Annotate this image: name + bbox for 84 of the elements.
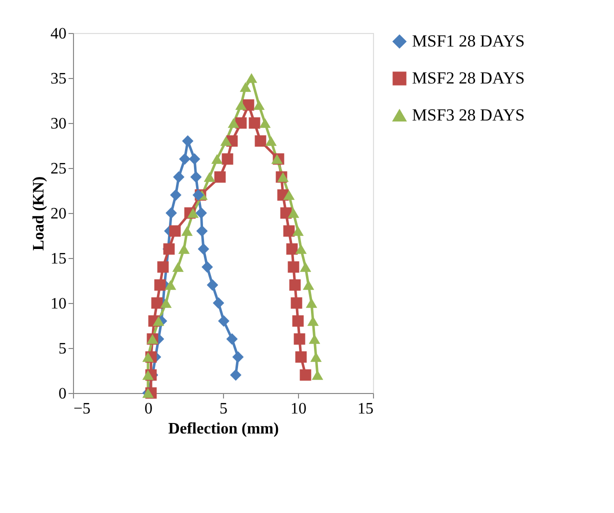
y-tick-label: 20 (50, 206, 66, 222)
point (154, 279, 166, 291)
point (307, 316, 319, 326)
point (283, 225, 295, 237)
point (300, 262, 312, 272)
point (253, 100, 265, 110)
point (173, 171, 184, 183)
point (160, 298, 172, 308)
point (157, 261, 169, 273)
x-tick-label: 5 (220, 400, 228, 418)
point (292, 315, 304, 327)
point (226, 333, 238, 345)
point (265, 136, 277, 146)
point (222, 153, 234, 165)
legend-label: MSF3 28 DAYS (412, 106, 525, 124)
point (283, 190, 295, 200)
point (198, 243, 210, 255)
point (220, 136, 232, 146)
x-tick-label: −5 (74, 400, 91, 418)
point (235, 100, 247, 110)
point (295, 244, 307, 254)
x-tick-label: 0 (144, 400, 152, 418)
y-tick-label: 30 (50, 116, 66, 132)
point (182, 135, 194, 147)
point (294, 333, 306, 345)
point (170, 189, 182, 201)
point (289, 279, 301, 291)
point (142, 370, 154, 380)
point (230, 369, 242, 381)
point (295, 351, 307, 363)
point (206, 279, 218, 291)
x-tick-label: 10 (290, 400, 306, 418)
legend-label: MSF1 28 DAYS (412, 32, 525, 50)
y-tick-label: 40 (50, 26, 66, 42)
y-axis-title: Load (KN) (30, 176, 48, 251)
point (300, 369, 312, 381)
point (179, 153, 190, 165)
point (312, 370, 324, 380)
point (192, 189, 204, 201)
point (286, 243, 298, 255)
point (169, 225, 181, 237)
point (166, 207, 177, 219)
point (196, 207, 207, 219)
point (211, 154, 223, 164)
y-tick-label: 25 (50, 160, 66, 178)
x-axis-title: Deflection (mm) (168, 420, 279, 438)
point (246, 73, 258, 83)
point (232, 351, 244, 363)
point (254, 135, 266, 147)
point (204, 172, 216, 182)
point (212, 297, 224, 309)
point (202, 261, 213, 273)
x-tick-label: 15 (358, 400, 374, 418)
point (218, 315, 230, 327)
point (240, 82, 252, 92)
point (248, 117, 260, 129)
point (151, 297, 163, 309)
point (196, 225, 208, 237)
y-tick-label: 5 (58, 340, 66, 358)
point (172, 262, 184, 272)
point (181, 226, 193, 236)
point (214, 171, 226, 183)
point (310, 352, 322, 362)
point (142, 352, 154, 362)
point (306, 298, 318, 308)
y-tick-label: 0 (58, 386, 66, 402)
point (288, 208, 300, 218)
y-tick-label: 10 (50, 296, 66, 312)
point (152, 316, 164, 326)
y-tick-label: 15 (50, 250, 66, 268)
point (292, 226, 304, 236)
point (259, 118, 271, 128)
point (308, 334, 320, 344)
point (288, 261, 300, 273)
point (164, 280, 176, 290)
point (228, 118, 240, 128)
point (290, 297, 302, 309)
point (190, 171, 202, 183)
y-tick-label: 35 (50, 70, 66, 88)
point (302, 280, 314, 290)
legend-label: MSF2 28 DAYS (412, 68, 525, 88)
point (188, 153, 200, 165)
point (187, 208, 199, 218)
point (178, 244, 190, 254)
